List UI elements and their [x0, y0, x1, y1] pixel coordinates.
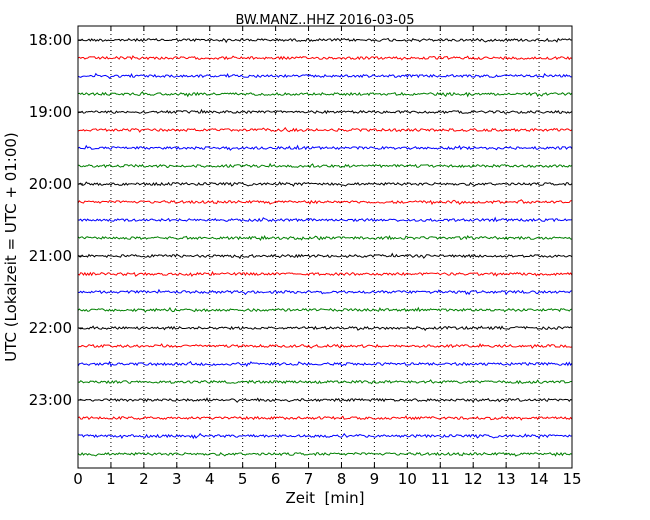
- x-tick-label-12: 12: [464, 470, 483, 488]
- chart-title: BW.MANZ..HHZ 2016-03-05: [235, 13, 414, 28]
- trace-2130: [77, 288, 573, 296]
- trace-2330: [77, 432, 573, 440]
- x-tick-label-11: 11: [431, 470, 450, 488]
- trace-1930: [77, 144, 573, 151]
- y-tick-label-2300: 23:00: [29, 391, 72, 409]
- trace-2100: [77, 252, 573, 260]
- x-tick-label-3: 3: [172, 470, 182, 488]
- trace-2215: [77, 343, 573, 349]
- trace-2115: [77, 270, 573, 277]
- y-tick-label-1800: 18:00: [29, 31, 72, 49]
- x-tick-label-0: 0: [73, 470, 83, 488]
- x-tick-label-7: 7: [304, 470, 314, 488]
- plot-frame: [77, 25, 573, 469]
- trace-2030: [77, 216, 573, 223]
- x-tick-label-15: 15: [562, 470, 581, 488]
- trace-2315: [77, 415, 573, 421]
- x-tick-label-4: 4: [205, 470, 215, 488]
- trace-2015: [77, 199, 572, 206]
- grid-lines: [110, 26, 540, 468]
- x-tick-label-6: 6: [271, 470, 281, 488]
- trace-2345: [77, 451, 573, 457]
- trace-2045: [77, 235, 573, 242]
- x-tick-label-10: 10: [398, 470, 417, 488]
- x-tick-label-9: 9: [370, 470, 380, 488]
- trace-1830: [77, 72, 573, 80]
- y-tick-label-2100: 21:00: [29, 247, 72, 265]
- x-tick-label-8: 8: [337, 470, 347, 488]
- trace-1915: [77, 126, 573, 133]
- trace-1800: [77, 37, 573, 44]
- trace-2230: [77, 360, 573, 368]
- x-tick-label-5: 5: [238, 470, 248, 488]
- trace-1845: [77, 91, 573, 98]
- trace-2000: [77, 181, 573, 187]
- trace-2200: [77, 325, 573, 332]
- trace-1900: [77, 108, 573, 115]
- trace-1945: [77, 162, 573, 169]
- seismogram-traces: [77, 37, 573, 457]
- trace-1815: [77, 55, 573, 61]
- x-tick-label-14: 14: [530, 470, 549, 488]
- y-axis-ticks: 18:00 19:00 20:00 21:00 22:00 23:00: [29, 31, 83, 409]
- x-tick-label-1: 1: [106, 470, 116, 488]
- x-tick-label-13: 13: [497, 470, 516, 488]
- y-tick-label-2000: 20:00: [29, 175, 72, 193]
- trace-2145: [77, 306, 573, 313]
- y-axis-label: UTC (Lokalzeit = UTC + 01:00): [2, 132, 20, 362]
- y-tick-label-1900: 19:00: [29, 103, 72, 121]
- plot-area: [78, 26, 572, 468]
- x-axis-label: Zeit [min]: [285, 489, 364, 507]
- x-tick-label-2: 2: [139, 470, 149, 488]
- trace-2300: [77, 397, 573, 403]
- trace-2245: [77, 379, 573, 385]
- x-axis-ticks: 0 1 2 3 4 5 6 7 8 9 10 11 12 13 14 15: [73, 26, 582, 488]
- y-tick-label-2200: 22:00: [29, 319, 72, 337]
